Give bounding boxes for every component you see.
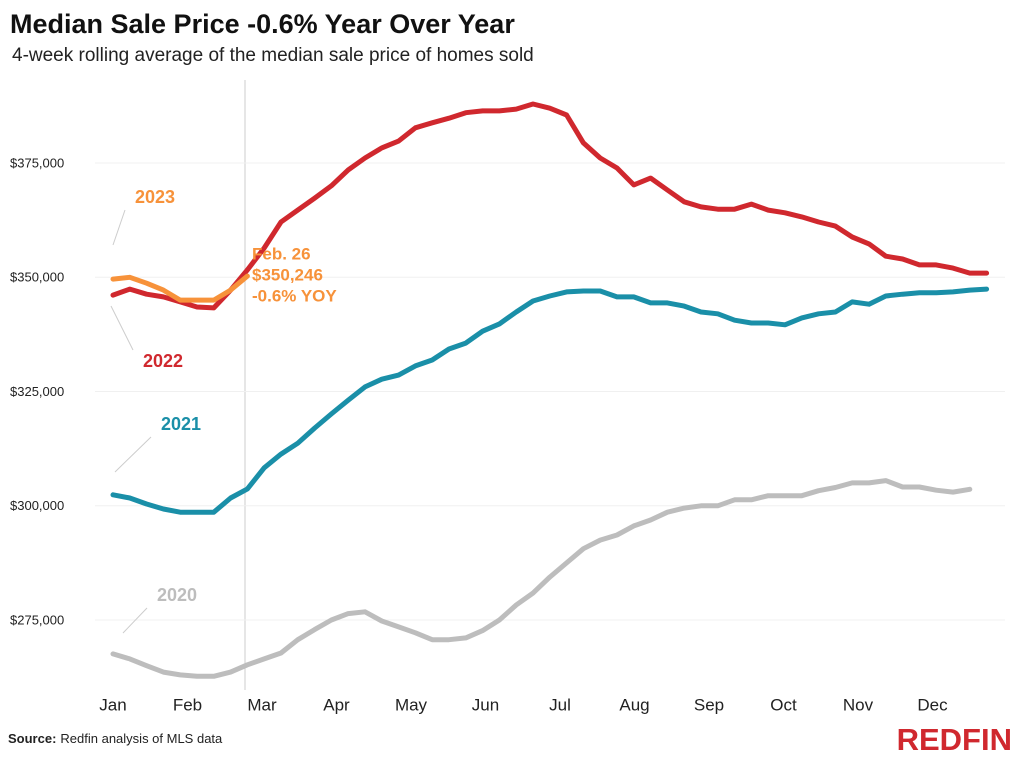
chart-subtitle: 4-week rolling average of the median sal… [12, 45, 534, 66]
series-label: 2023 [135, 187, 175, 207]
source-text: Redfin analysis of MLS data [60, 731, 223, 746]
label-connector [110, 305, 134, 351]
x-tick-label: Dec [917, 695, 948, 714]
y-tick-label: $350,000 [10, 270, 64, 285]
y-tick-label: $375,000 [10, 155, 64, 170]
label-connector [112, 209, 126, 246]
series-line [110, 478, 973, 679]
source-label: Source: [8, 731, 56, 746]
x-tick-label: Feb [173, 695, 202, 714]
x-tick-label: Nov [843, 695, 874, 714]
series-line [110, 273, 250, 303]
x-tick-label: May [395, 695, 428, 714]
series-line [110, 286, 990, 515]
annotation: -0.6% YOY [252, 286, 337, 305]
series-label: 2021 [161, 414, 201, 434]
label-connector [114, 436, 152, 473]
series-label: 2022 [143, 351, 183, 371]
annotation: Feb. 26 [252, 244, 311, 263]
x-tick-label: Mar [247, 695, 277, 714]
annotation: $350,246 [252, 265, 323, 284]
y-tick-label: $325,000 [10, 384, 64, 399]
chart-title: Median Sale Price -0.6% Year Over Year [10, 9, 515, 39]
x-tick-label: Sep [694, 695, 724, 714]
series-line [110, 101, 990, 311]
x-tick-label: Jul [549, 695, 571, 714]
y-tick-label: $300,000 [10, 498, 64, 513]
x-tick-label: Apr [323, 695, 350, 714]
source: Source: Redfin analysis of MLS data [8, 731, 223, 746]
x-tick-label: Aug [619, 695, 649, 714]
series-label: 2020 [157, 585, 197, 605]
x-tick-label: Jun [472, 695, 499, 714]
x-tick-label: Jan [99, 695, 126, 714]
x-tick-label: Oct [770, 695, 797, 714]
label-connector [122, 607, 148, 634]
logo: REDFIN [897, 722, 1012, 757]
y-tick-label: $275,000 [10, 612, 64, 627]
